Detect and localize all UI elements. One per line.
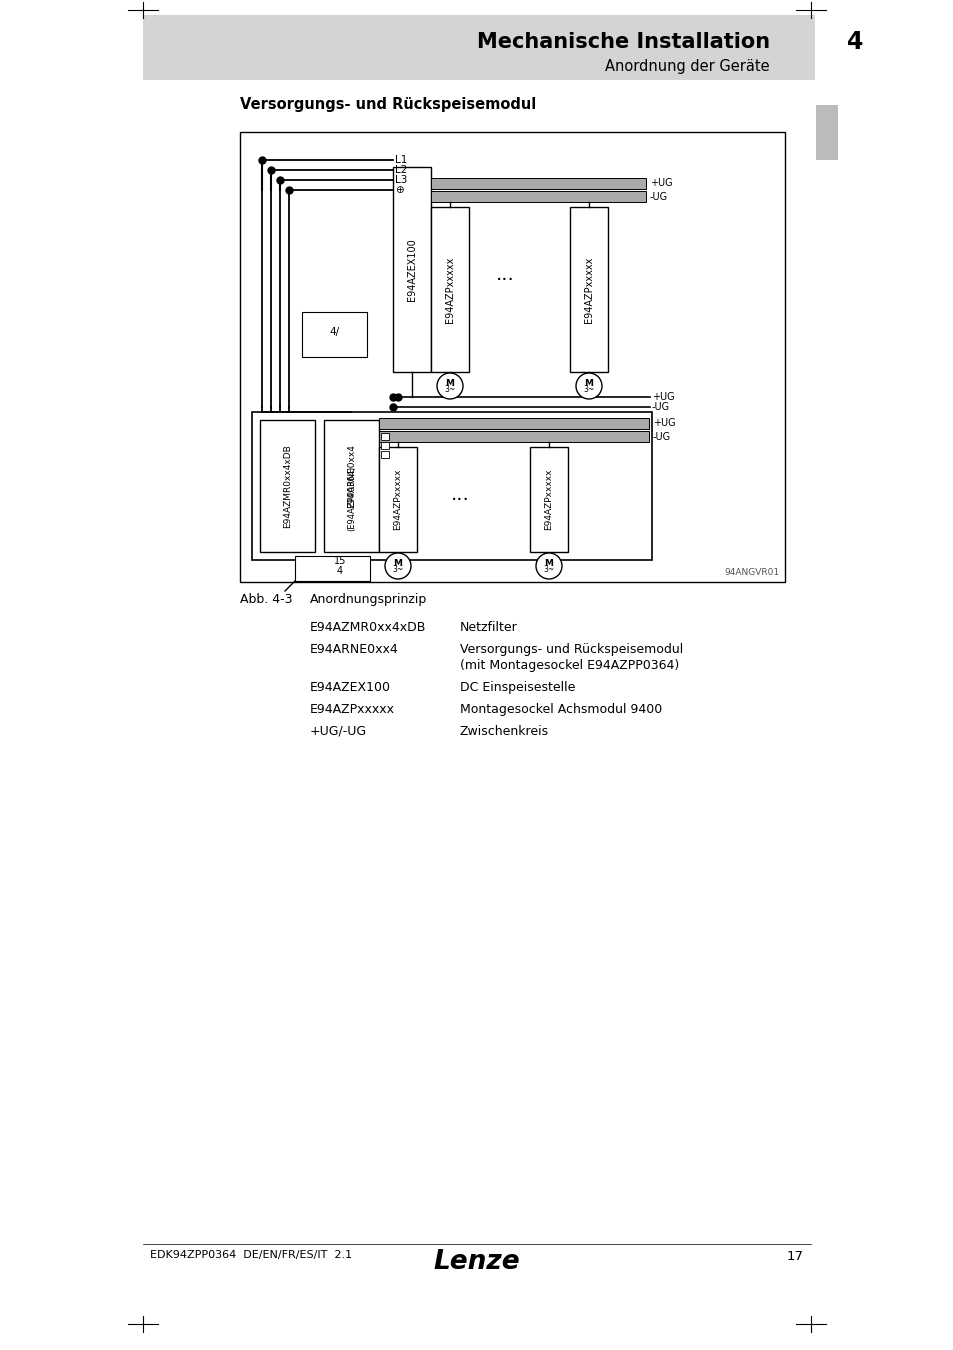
Bar	[378, 447, 416, 552]
Bar	[380, 451, 389, 458]
Text: Zwischenkreis: Zwischenkreis	[459, 725, 549, 738]
Text: E94AZEX100: E94AZEX100	[407, 238, 416, 301]
Text: 17: 17	[786, 1250, 803, 1264]
Text: +UG/-UG: +UG/-UG	[310, 725, 367, 738]
Text: E94ARNE0xx4: E94ARNE0xx4	[310, 643, 398, 656]
Text: 4: 4	[846, 30, 862, 54]
Text: L3: L3	[395, 176, 407, 185]
Text: (mit Montagesockel E94AZPP0364): (mit Montagesockel E94AZPP0364)	[459, 659, 679, 672]
Text: E94AZEX100: E94AZEX100	[310, 680, 391, 694]
Text: M: M	[393, 559, 402, 567]
Text: E94AZMR0xx4xDB: E94AZMR0xx4xDB	[283, 444, 292, 528]
Bar	[240, 132, 784, 582]
Bar	[302, 312, 367, 356]
Bar	[431, 207, 469, 373]
Text: -UG: -UG	[651, 402, 669, 412]
Text: ⊕: ⊕	[395, 185, 403, 194]
Text: -UG: -UG	[652, 432, 670, 441]
Text: 15: 15	[334, 556, 346, 566]
Text: L1: L1	[395, 155, 407, 165]
Text: M: M	[544, 559, 553, 567]
Text: E94AZPxxxxx: E94AZPxxxxx	[444, 256, 455, 323]
Bar	[431, 178, 645, 189]
Bar	[260, 420, 314, 552]
Bar	[143, 15, 814, 80]
Text: Mechanische Installation: Mechanische Installation	[476, 32, 769, 53]
Text: Lenze: Lenze	[434, 1249, 519, 1274]
Text: Montagesockel Achsmodul 9400: Montagesockel Achsmodul 9400	[459, 703, 661, 716]
Bar	[252, 412, 651, 560]
Text: DC Einspeisestelle: DC Einspeisestelle	[459, 680, 575, 694]
Circle shape	[536, 554, 561, 579]
Text: Abb. 4-3: Abb. 4-3	[240, 593, 293, 606]
Text: -UG: -UG	[649, 192, 667, 201]
Bar	[324, 420, 378, 552]
Text: EDK94ZPP0364  DE/EN/FR/ES/IT  2.1: EDK94ZPP0364 DE/EN/FR/ES/IT 2.1	[150, 1250, 352, 1260]
Bar	[815, 105, 837, 161]
Text: M: M	[445, 378, 454, 387]
Text: +UG: +UG	[651, 392, 674, 402]
Text: Versorgungs- und Rückspeisemodul: Versorgungs- und Rückspeisemodul	[459, 643, 682, 656]
Bar	[294, 556, 370, 580]
Bar	[378, 418, 648, 429]
Bar	[393, 167, 431, 373]
Text: 3~: 3~	[583, 386, 594, 394]
Text: 3~: 3~	[543, 566, 554, 575]
Text: ...: ...	[450, 486, 469, 505]
Bar	[378, 431, 648, 441]
Text: Versorgungs- und Rückspeisemodul: Versorgungs- und Rückspeisemodul	[240, 97, 536, 112]
Circle shape	[576, 373, 601, 400]
Bar	[380, 433, 389, 440]
Text: E94AZMR0xx4xDB: E94AZMR0xx4xDB	[310, 621, 426, 634]
Text: 4: 4	[336, 566, 343, 576]
Text: 3~: 3~	[444, 386, 456, 394]
Text: Anordnungsprinzip: Anordnungsprinzip	[310, 593, 427, 606]
Circle shape	[385, 554, 411, 579]
Bar	[431, 190, 645, 202]
Text: M: M	[584, 378, 593, 387]
Text: +UG: +UG	[652, 418, 675, 428]
Text: (E94AZPP0364): (E94AZPP0364)	[347, 466, 355, 531]
Text: E94AZPxxxxx: E94AZPxxxxx	[583, 256, 594, 323]
Text: ...: ...	[496, 266, 514, 285]
Text: E94AZPxxxxx: E94AZPxxxxx	[310, 703, 395, 716]
Circle shape	[436, 373, 462, 400]
Text: E94AZPxxxxx: E94AZPxxxxx	[393, 468, 402, 531]
Text: L2: L2	[395, 165, 407, 176]
Text: E94ARNE0xx4: E94ARNE0xx4	[347, 444, 355, 508]
Text: 4/: 4/	[329, 328, 339, 338]
Text: +UG: +UG	[649, 178, 672, 189]
Bar	[569, 207, 607, 373]
Text: 3~: 3~	[392, 566, 403, 575]
Text: E94AZPxxxxx: E94AZPxxxxx	[544, 468, 553, 531]
Text: Netzfilter: Netzfilter	[459, 621, 517, 634]
Text: 94ANGVR01: 94ANGVR01	[724, 568, 780, 576]
Text: Anordnung der Geräte: Anordnung der Geräte	[605, 58, 769, 73]
Bar	[380, 441, 389, 450]
Bar	[530, 447, 567, 552]
